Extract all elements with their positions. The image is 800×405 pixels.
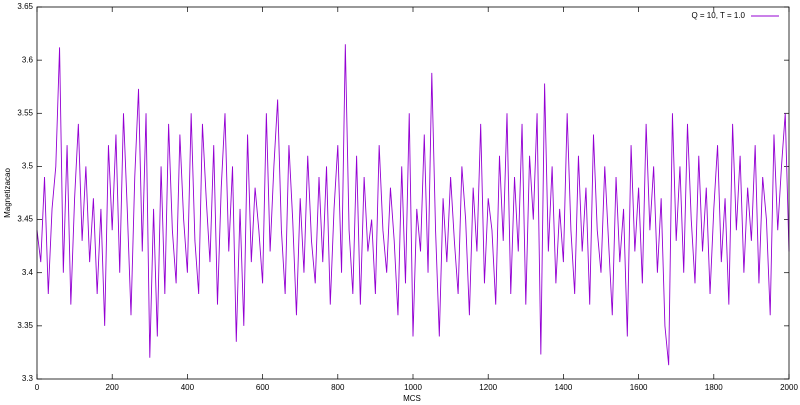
y-tick-label: 3.6 bbox=[22, 55, 34, 64]
x-tick-label: 1200 bbox=[479, 383, 497, 392]
x-tick-label: 200 bbox=[106, 383, 120, 392]
y-tick-label: 3.5 bbox=[22, 162, 34, 171]
data-line bbox=[36, 44, 790, 366]
x-axis-label: MCS bbox=[403, 394, 421, 403]
y-tick-label: 3.45 bbox=[17, 215, 33, 224]
y-tick-label: 3.65 bbox=[17, 2, 33, 11]
x-tick-label: 1800 bbox=[705, 383, 723, 392]
x-tick-label: 400 bbox=[181, 383, 195, 392]
x-tick-label: 1400 bbox=[555, 383, 573, 392]
x-tick-label: 2000 bbox=[780, 383, 798, 392]
y-tick-label: 3.55 bbox=[17, 108, 33, 117]
y-tick-label: 3.35 bbox=[17, 321, 33, 330]
x-tick-label: 600 bbox=[256, 383, 270, 392]
x-tick-label: 0 bbox=[35, 383, 40, 392]
x-tick-label: 800 bbox=[331, 383, 345, 392]
x-tick-label: 1000 bbox=[404, 383, 422, 392]
plot-frame bbox=[36, 6, 790, 380]
x-tick-label: 1600 bbox=[630, 383, 648, 392]
y-axis-label: Magnetizacao bbox=[3, 168, 12, 218]
y-tick-label: 3.3 bbox=[22, 374, 34, 383]
y-tick-label: 3.4 bbox=[22, 268, 34, 277]
legend-label: Q = 10, T = 1.0 bbox=[691, 11, 745, 20]
